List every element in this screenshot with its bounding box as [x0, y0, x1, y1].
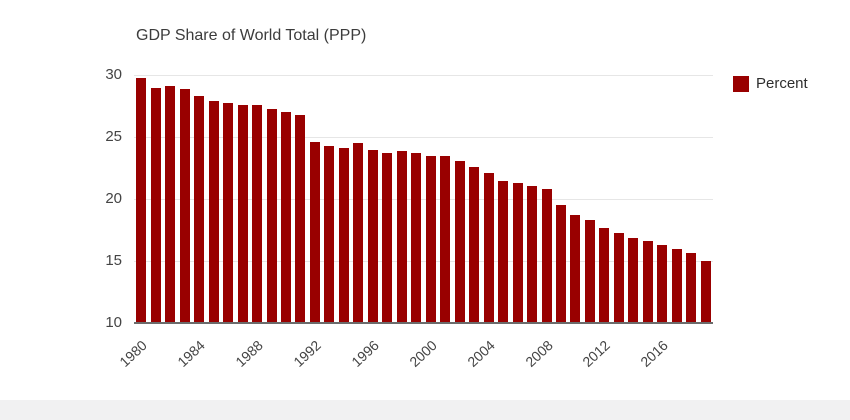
- bar-2009[interactable]: [556, 205, 566, 322]
- x-axis-baseline: [134, 322, 713, 324]
- bar-2002[interactable]: [454, 160, 465, 322]
- y-axis-tick-label-15: 15: [105, 252, 122, 269]
- x-axis-tick-label-1988: 1988: [232, 337, 266, 370]
- x-axis-tick-label-1984: 1984: [174, 337, 209, 370]
- chart-title: GDP Share of World Total (PPP): [136, 27, 367, 44]
- bar-1993[interactable]: [324, 145, 335, 322]
- y-axis-tick-label-25: 25: [105, 128, 122, 145]
- x-axis-tick-label-2016: 2016: [637, 337, 672, 370]
- gridline-20: [134, 199, 713, 200]
- y-axis-tick-label-10: 10: [105, 314, 122, 331]
- bar-1986[interactable]: [223, 102, 234, 322]
- bar-1988[interactable]: [252, 105, 263, 322]
- bar-2019[interactable]: [700, 261, 711, 322]
- bar-1995[interactable]: [353, 143, 364, 322]
- x-axis-tick-label-2004: 2004: [463, 337, 498, 370]
- bar-2018[interactable]: [686, 252, 697, 322]
- bar-2016[interactable]: [657, 245, 668, 322]
- x-axis-tick-label-2012: 2012: [579, 337, 614, 370]
- bar-1991[interactable]: [295, 114, 306, 322]
- y-axis-tick-label-30: 30: [105, 66, 122, 83]
- bar-2005[interactable]: [498, 180, 509, 322]
- bar-2008[interactable]: [541, 189, 552, 322]
- bar-2013[interactable]: [613, 232, 624, 322]
- bar-1987[interactable]: [237, 105, 248, 322]
- bar-2000[interactable]: [425, 155, 436, 322]
- bar-1982[interactable]: [165, 86, 176, 322]
- bar-1985[interactable]: [208, 101, 219, 322]
- bar-1997[interactable]: [382, 153, 393, 322]
- bar-2007[interactable]: [527, 185, 538, 322]
- gridline-30: [134, 75, 713, 76]
- x-axis-tick-label-2008: 2008: [521, 337, 556, 370]
- bar-1981[interactable]: [150, 87, 161, 322]
- legend-color-swatch: [733, 75, 749, 92]
- bar-1994[interactable]: [338, 148, 349, 322]
- bar-1992[interactable]: [309, 142, 320, 322]
- bar-1998[interactable]: [396, 150, 407, 322]
- bar-1983[interactable]: [179, 88, 190, 322]
- bar-2012[interactable]: [599, 227, 610, 322]
- bar-1996[interactable]: [367, 149, 378, 322]
- bar-1980[interactable]: [136, 77, 147, 322]
- bar-1999[interactable]: [411, 153, 422, 322]
- bar-2017[interactable]: [671, 248, 682, 322]
- bar-2006[interactable]: [512, 183, 523, 322]
- bar-1984[interactable]: [194, 96, 205, 322]
- gridline-15: [134, 261, 713, 262]
- x-axis-tick-label-1996: 1996: [348, 337, 382, 370]
- bar-1990[interactable]: [280, 112, 291, 322]
- x-axis-tick-label-1980: 1980: [116, 337, 151, 370]
- bar-2001[interactable]: [440, 155, 451, 322]
- bar-2014[interactable]: [628, 237, 639, 322]
- bar-2010[interactable]: [570, 215, 581, 322]
- footer-strip: [0, 400, 850, 420]
- y-axis-tick-label-20: 20: [105, 190, 122, 207]
- plot-area: [134, 75, 713, 324]
- x-axis-tick-label-2000: 2000: [405, 337, 440, 370]
- gridline-25: [134, 137, 713, 138]
- bar-1989[interactable]: [266, 108, 277, 322]
- x-axis-tick-label-1992: 1992: [290, 337, 324, 370]
- bar-2015[interactable]: [642, 241, 653, 322]
- legend-label: Percent: [756, 75, 808, 92]
- legend: Percent: [733, 75, 808, 92]
- bar-2003[interactable]: [469, 167, 480, 322]
- bar-2011[interactable]: [584, 220, 595, 322]
- bar-2004[interactable]: [483, 173, 494, 322]
